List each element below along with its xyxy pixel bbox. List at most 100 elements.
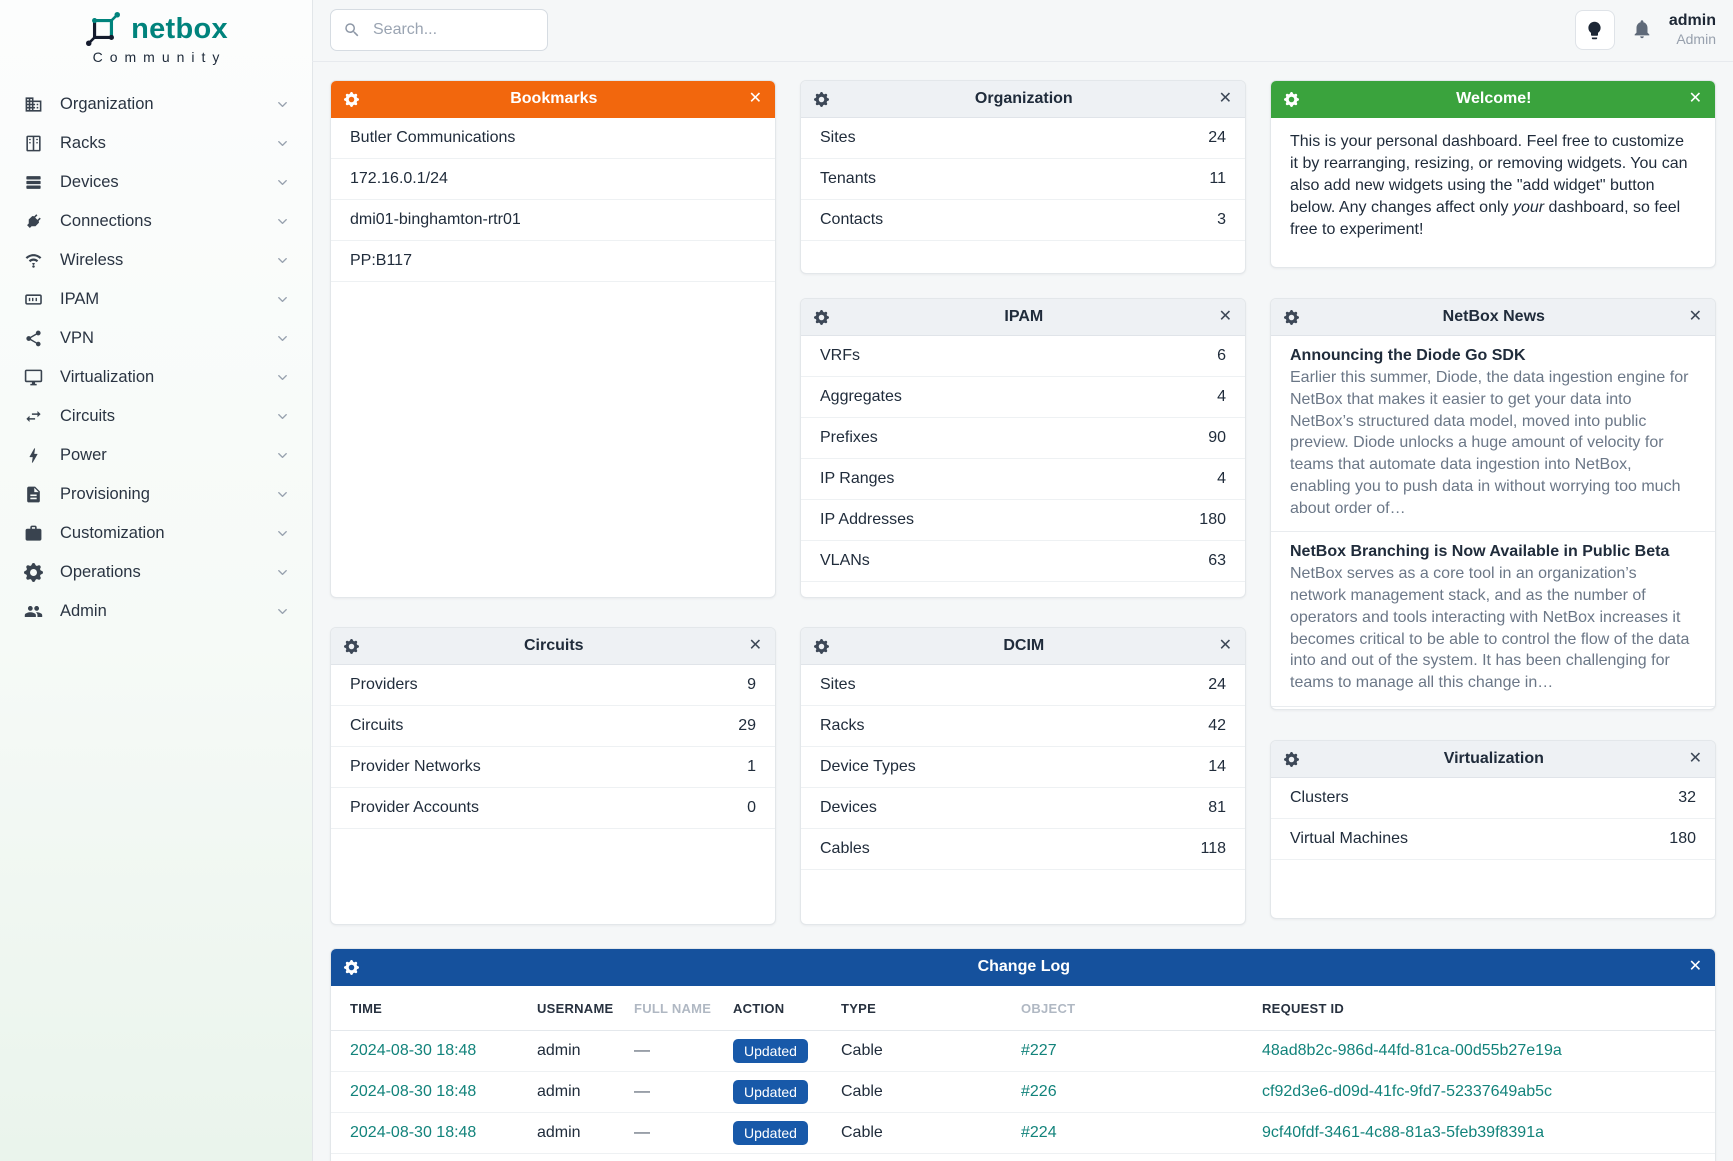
news-title[interactable]: Announcing the Diode Go SDK — [1290, 347, 1526, 364]
stat-label[interactable]: Aggregates — [820, 388, 902, 405]
bookmark-link[interactable]: 172.16.0.1/24 — [350, 170, 448, 187]
stat-row: VLANs 63 — [801, 541, 1245, 582]
stat-label[interactable]: IP Ranges — [820, 470, 895, 487]
widget-title: IPAM — [1004, 308, 1044, 325]
news-title[interactable]: NetBox Branching is Now Available in Pub… — [1290, 543, 1670, 561]
change-time-link[interactable]: 2024-08-30 18:48 — [350, 1042, 477, 1059]
wifi-icon — [25, 254, 42, 268]
sidebar-item-vpn[interactable]: VPN — [0, 319, 312, 358]
sidebar-item-label: VPN — [60, 329, 94, 347]
circuits-widget: Circuits ✕ Providers 9 Circuits 29 Provide… — [330, 627, 776, 925]
stat-label[interactable]: Prefixes — [820, 429, 878, 446]
stat-label[interactable]: VRFs — [820, 347, 860, 364]
gear-icon[interactable] — [344, 959, 359, 975]
stat-row: VRFs 6 — [801, 336, 1245, 377]
change-request-id-link[interactable]: 48ad8b2c-986d-44fd-81ca-00d55b27e19a — [1262, 1042, 1562, 1059]
stat-label[interactable]: Racks — [820, 717, 865, 734]
stat-row: Cables 118 — [801, 829, 1245, 870]
rack-icon — [26, 135, 41, 152]
gear-icon[interactable] — [1284, 91, 1299, 107]
sidebar-item-racks[interactable]: Racks — [0, 124, 312, 163]
close-icon[interactable]: ✕ — [1218, 90, 1232, 107]
chevron-down-icon — [278, 609, 287, 614]
stat-label[interactable]: Devices — [820, 799, 877, 816]
dcim-widget: DCIM ✕ Sites 24 Racks 42 Device Types 14 De… — [800, 627, 1246, 925]
changelog-header-row: Time Username Full Name Action Type Obje… — [331, 986, 1715, 1031]
stat-label[interactable]: Device Types — [820, 758, 916, 775]
widget-title: Welcome! — [1456, 90, 1532, 107]
stat-label[interactable]: Contacts — [820, 211, 884, 228]
stat-label[interactable]: IP Addresses — [820, 511, 914, 528]
gear-icon[interactable] — [1284, 309, 1299, 325]
change-object-link[interactable]: #226 — [1021, 1083, 1057, 1100]
bookmark-link[interactable]: PP:B117 — [350, 252, 412, 269]
notifications-button[interactable] — [1630, 18, 1654, 42]
gear-icon[interactable] — [814, 91, 829, 107]
column-header-time: Time — [350, 1000, 383, 1016]
stat-row: Device Types 14 — [801, 747, 1245, 788]
sidebar-item-connections[interactable]: Connections — [0, 202, 312, 241]
sidebar-item-label: Wireless — [60, 251, 124, 269]
stat-label[interactable]: Tenants — [820, 170, 877, 187]
stat-row: Clusters 32 — [1271, 778, 1715, 819]
close-icon[interactable]: ✕ — [1688, 90, 1702, 107]
stat-label[interactable]: Provider Networks — [350, 758, 481, 775]
close-icon[interactable]: ✕ — [1218, 308, 1232, 325]
stat-label[interactable]: Virtual Machines — [1290, 830, 1408, 847]
theme-toggle-button[interactable] — [1574, 10, 1615, 50]
brand[interactable]: netbox Community — [0, 0, 312, 65]
search-input[interactable] — [371, 20, 582, 40]
sidebar-item-customization[interactable]: Customization — [0, 514, 312, 553]
search-icon — [345, 23, 359, 37]
gear-icon[interactable] — [814, 638, 829, 654]
widget-header: Welcome! ✕ — [1271, 81, 1715, 118]
close-icon[interactable]: ✕ — [748, 637, 762, 654]
news-excerpt: NetBox serves as a core tool in an organ… — [1290, 565, 1690, 691]
change-time-link[interactable]: 2024-08-30 18:48 — [350, 1124, 477, 1141]
stat-value: 42 — [1208, 717, 1226, 734]
stat-label[interactable]: Sites — [820, 129, 856, 146]
change-object-link[interactable]: #227 — [1021, 1042, 1057, 1059]
monitor-icon — [24, 369, 43, 386]
bookmark-row: Butler Communications — [331, 118, 775, 159]
sidebar-item-virtualization[interactable]: Virtualization — [0, 358, 312, 397]
sidebar-item-ipam[interactable]: IPAM — [0, 280, 312, 319]
stat-label[interactable]: Circuits — [350, 717, 404, 734]
sidebar-item-circuits[interactable]: Circuits — [0, 397, 312, 436]
stat-label[interactable]: Provider Accounts — [350, 799, 479, 816]
stat-label[interactable]: Clusters — [1290, 789, 1349, 806]
gear-icon[interactable] — [344, 638, 359, 654]
gear-icon[interactable] — [1284, 751, 1299, 767]
stat-value: 4 — [1217, 388, 1226, 405]
change-time-link[interactable]: 2024-08-30 18:48 — [350, 1083, 477, 1100]
sidebar-item-organization[interactable]: Organization — [0, 85, 312, 124]
sidebar-item-power[interactable]: Power — [0, 436, 312, 475]
close-icon[interactable]: ✕ — [1688, 308, 1702, 325]
sidebar-item-wireless[interactable]: Wireless — [0, 241, 312, 280]
changelog-row: 2024-08-30 18:48 admin — Updated Cable #… — [331, 1113, 1715, 1154]
change-object-link[interactable]: #224 — [1021, 1124, 1057, 1141]
stat-label[interactable]: Providers — [350, 676, 418, 693]
bookmark-link[interactable]: dmi01-binghamton-rtr01 — [350, 211, 521, 228]
change-request-id-link[interactable]: 9cf40fdf-3461-4c88-81a3-5feb39f8391a — [1262, 1124, 1544, 1141]
stat-row: Circuits 29 — [331, 706, 775, 747]
sidebar-item-label: Connections — [60, 212, 152, 230]
widget-header: Circuits ✕ — [331, 628, 775, 665]
stat-label[interactable]: VLANs — [820, 552, 870, 569]
change-request-id-link[interactable]: cf92d3e6-d09d-41fc-9fd7-52337649ab5c — [1262, 1083, 1553, 1100]
gear-icon[interactable] — [814, 309, 829, 325]
stat-label[interactable]: Cables — [820, 840, 870, 857]
sidebar-item-devices[interactable]: Devices — [0, 163, 312, 202]
widget-title: Organization — [974, 90, 1073, 107]
close-icon[interactable]: ✕ — [1218, 637, 1232, 654]
user-menu[interactable]: admin Admin — [1669, 12, 1716, 47]
sidebar-item-operations[interactable]: Operations — [0, 553, 312, 592]
gear-icon[interactable] — [344, 91, 359, 107]
close-icon[interactable]: ✕ — [1688, 750, 1702, 767]
bookmark-link[interactable]: Butler Communications — [350, 129, 516, 146]
close-icon[interactable]: ✕ — [748, 90, 762, 107]
sidebar-item-admin[interactable]: Admin — [0, 592, 312, 631]
sidebar-item-provisioning[interactable]: Provisioning — [0, 475, 312, 514]
close-icon[interactable]: ✕ — [1688, 958, 1702, 975]
stat-label[interactable]: Sites — [820, 676, 856, 693]
